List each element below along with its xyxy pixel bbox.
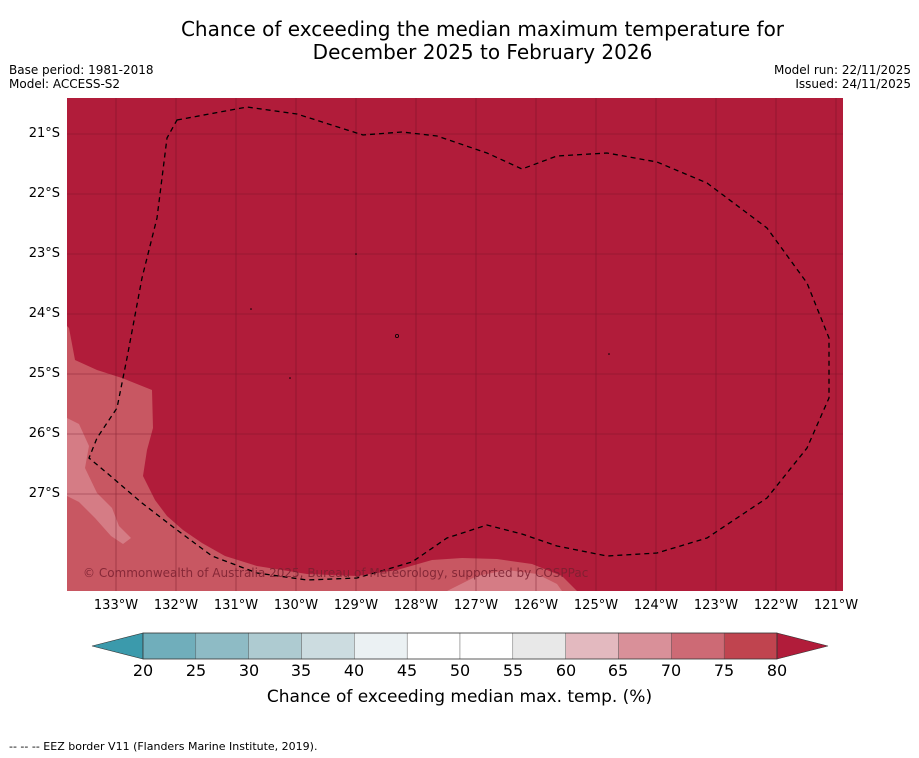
lon-label: 130°W (273, 598, 319, 613)
island (394, 333, 399, 338)
colorbar-segment (671, 632, 725, 660)
meta-right: Model run: 22/11/2025 Issued: 24/11/2025 (774, 63, 911, 91)
colorbar-segment (565, 632, 619, 660)
lon-label: 128°W (393, 598, 439, 613)
colorbar-segment (512, 632, 566, 660)
colorbar-segment (248, 632, 302, 660)
colorbar-tick: 50 (449, 661, 471, 680)
island (289, 377, 291, 379)
probability-field-80plus (67, 98, 843, 591)
lon-label: 131°W (213, 598, 259, 613)
colorbar-segment (723, 632, 778, 660)
colorbar-tick: 70 (660, 661, 682, 680)
lat-label: 27°S (28, 486, 60, 501)
colorbar-tick: 40 (343, 661, 365, 680)
lon-label: 127°W (453, 598, 499, 613)
colorbar-tick: 75 (713, 661, 735, 680)
probability-field-70-75 (67, 326, 577, 591)
island (355, 253, 357, 255)
eez-border (88, 106, 830, 581)
title-line-2: December 2025 to February 2026 (312, 40, 653, 64)
lon-label: 132°W (153, 598, 199, 613)
colorbar-segment (301, 632, 355, 660)
colorbar-high-extend (776, 632, 829, 660)
colorbar-tick: 55 (502, 661, 524, 680)
lon-label: 133°W (93, 598, 139, 613)
colorbar-frame (142, 632, 778, 660)
colorbar-tick: 35 (290, 661, 312, 680)
chart-title: Chance of exceeding the median maximum t… (0, 18, 919, 64)
lat-label: 21°S (28, 126, 60, 141)
colorbar-segment (195, 632, 249, 660)
base-period: Base period: 1981-2018 (9, 63, 154, 77)
lat-label: 25°S (28, 366, 60, 381)
colorbar-tick: 80 (766, 661, 788, 680)
model-name: Model: ACCESS-S2 (9, 77, 121, 91)
island (250, 308, 252, 310)
colorbar-low-extend (91, 632, 144, 660)
probability-field-65-70 (67, 418, 131, 544)
colorbar-segment (459, 632, 514, 660)
lat-label: 23°S (28, 246, 60, 261)
colorbar-tick: 60 (555, 661, 577, 680)
colorbar-label: Chance of exceeding median max. temp. (%… (266, 687, 653, 707)
lat-label: 26°S (28, 426, 60, 441)
colorbar-segment (406, 632, 461, 660)
meta-left: Base period: 1981-2018 Model: ACCESS-S2 (9, 63, 154, 91)
eez-legend-note: -- -- -- EEZ border V11 (Flanders Marine… (9, 740, 318, 753)
colorbar-tick: 20 (132, 661, 154, 680)
lon-label: 126°W (513, 598, 559, 613)
lon-label: 123°W (693, 598, 739, 613)
colorbar-segments (142, 632, 778, 660)
lat-label: 22°S (28, 186, 60, 201)
graticule (67, 98, 843, 591)
lon-label: 124°W (633, 598, 679, 613)
issued-date: Issued: 24/11/2025 (795, 77, 911, 91)
island (608, 353, 610, 355)
colorbar-tick: 45 (396, 661, 418, 680)
lon-label: 121°W (813, 598, 859, 613)
map-canvas: © Commonwealth of Australia 2025, Bureau… (67, 98, 843, 591)
map-panel: © Commonwealth of Australia 2025, Bureau… (67, 98, 843, 591)
colorbar-tick: 30 (238, 661, 260, 680)
colorbar-tick: 25 (185, 661, 207, 680)
colorbar-tick: 65 (607, 661, 629, 680)
copyright-text: © Commonwealth of Australia 2025, Bureau… (83, 566, 588, 580)
lat-label: 24°S (28, 306, 60, 321)
lon-label: 129°W (333, 598, 379, 613)
colorbar-segment (142, 632, 197, 660)
lon-label: 122°W (753, 598, 799, 613)
model-run: Model run: 22/11/2025 (773, 63, 911, 77)
lon-label: 125°W (573, 598, 619, 613)
title-line-1: Chance of exceeding the median maximum t… (180, 17, 785, 41)
colorbar-segment (618, 632, 672, 660)
colorbar-segment (354, 632, 408, 660)
